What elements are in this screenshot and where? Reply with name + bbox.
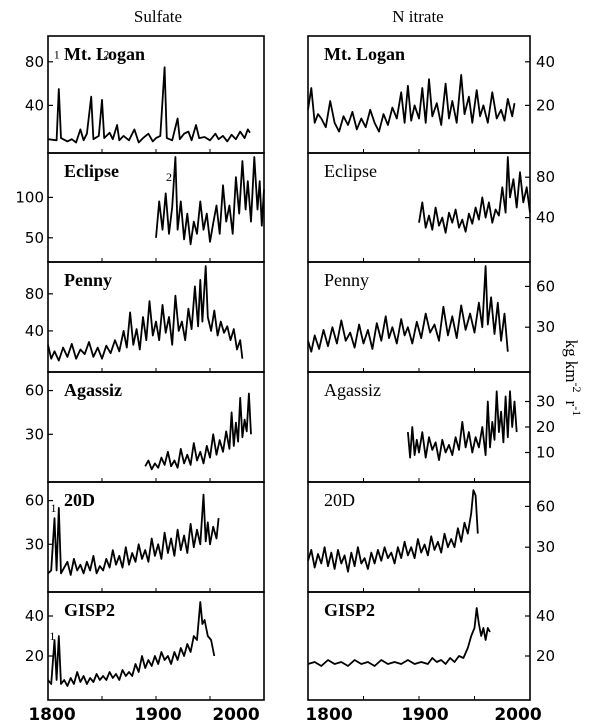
gisp2-nitrate-y-tick-label-20: 20 [536, 647, 555, 665]
eclipse-nitrate-y-tick-label-40: 40 [536, 209, 555, 227]
mt-logan-sulfate-series-line [47, 66, 251, 144]
agassiz-nitrate-y-tick-label-10: 10 [536, 444, 555, 462]
gisp2-sulfate-annotation-0: 1 [49, 629, 55, 643]
agassiz-sulfate-y-tick-label-30: 30 [25, 425, 44, 443]
sulfate-column-title: Sulfate [134, 7, 182, 26]
gisp2-sulfate-y-tick-label-20: 20 [25, 647, 44, 665]
gisp2-nitrate-y-tick-label-40: 40 [536, 607, 555, 625]
eclipse-sulfate-annotation-0: 2 [166, 170, 172, 184]
penny-sulfate-y-tick-label-40: 40 [25, 322, 44, 340]
20d-sulfate-annotation-0: 1 [50, 501, 56, 515]
agassiz-sulfate-series-line [144, 392, 252, 471]
y-axis-label-exponent: -2 [570, 383, 584, 393]
eclipse-sulfate-y-tick-label-100: 100 [15, 188, 44, 206]
20d-sulfate-y-tick-label-60: 60 [25, 492, 44, 510]
agassiz-sulfate-y-tick-label-60: 60 [25, 382, 44, 400]
y-axis-label-kg: kg [562, 340, 581, 358]
gisp2-sulfate-panel-label: GISP2 [64, 600, 115, 620]
penny-nitrate-y-tick-label-60: 60 [536, 277, 555, 295]
agassiz-nitrate-y-tick-label-30: 30 [536, 393, 555, 411]
agassiz-nitrate-series-line [407, 390, 518, 461]
mt-logan-sulfate-y-tick-label-80: 80 [25, 53, 44, 71]
mt-logan-nitrate-y-tick-label-40: 40 [536, 53, 555, 71]
mt-logan-nitrate-panel-label: Mt. Logan [324, 44, 405, 64]
x-tick-label-right-2000: 2000 [494, 705, 541, 725]
gisp2-sulfate-series-line [47, 601, 216, 687]
y-axis-label-r-exponent: -1 [570, 406, 584, 416]
penny-nitrate-y-tick-label-30: 30 [536, 318, 555, 336]
20d-nitrate-series-line [307, 489, 479, 573]
gisp2-nitrate-series-line [307, 607, 491, 667]
gisp2-nitrate-panel-label: GISP2 [324, 600, 375, 620]
agassiz-nitrate-y-tick-label-20: 20 [536, 418, 555, 436]
mt-logan-nitrate-series-line [307, 74, 516, 133]
eclipse-sulfate-series-line [155, 156, 265, 246]
20d-nitrate-y-tick-label-60: 60 [536, 497, 555, 515]
20d-sulfate-y-tick-label-30: 30 [25, 535, 44, 553]
agassiz-sulfate-panel-label: Agassiz [64, 380, 122, 400]
penny-nitrate-series-line [307, 265, 509, 353]
penny-nitrate-panel-label: Penny [324, 270, 369, 290]
mt-logan-sulfate-annotation-0: 1 [54, 48, 60, 62]
y-axis-label-r: r [562, 401, 581, 407]
20d-nitrate-y-tick-label-30: 30 [536, 538, 555, 556]
20d-sulfate-series-line [47, 493, 220, 576]
mt-logan-sulfate-y-tick-label-40: 40 [25, 96, 44, 114]
mt-logan-nitrate-y-tick-label-20: 20 [536, 96, 555, 114]
panel-grid: 40 80 Mt. Logan 1 2 20 40 Mt. Logan 50 100 Eclipse… [15, 35, 555, 701]
penny-sulfate-series-line [47, 265, 244, 362]
eclipse-nitrate-y-tick-label-80: 80 [536, 168, 555, 186]
mt-logan-sulfate-annotation-1: 2 [103, 48, 109, 62]
y-axis-label-km: km [562, 361, 581, 383]
penny-sulfate-y-tick-label-80: 80 [25, 285, 44, 303]
x-tick-label-left-1900: 1900 [134, 705, 181, 725]
y-axis-label: kg km-2 r-1 [562, 340, 584, 416]
nitrate-column-title: N itrate [392, 7, 443, 26]
agassiz-nitrate-panel-label: Agassiz [324, 380, 381, 400]
eclipse-nitrate-panel-label: Eclipse [324, 161, 377, 181]
penny-sulfate-panel-label: Penny [64, 270, 112, 290]
20d-sulfate-panel-label: 20D [64, 490, 95, 510]
mt-logan-sulfate-panel-label: Mt. Logan [64, 44, 145, 64]
20d-nitrate-panel-label: 20D [324, 490, 355, 510]
x-tick-label-right-1800: 1800 [305, 705, 352, 725]
eclipse-nitrate-series-line [418, 156, 531, 234]
gisp2-sulfate-y-tick-label-40: 40 [25, 607, 44, 625]
eclipse-sulfate-panel-label: Eclipse [64, 161, 119, 181]
x-tick-label-left-1800: 1800 [28, 705, 75, 725]
x-tick-label-right-1900: 1900 [401, 705, 448, 725]
x-tick-label-left-2000: 2000 [212, 705, 259, 725]
eclipse-sulfate-y-tick-label-50: 50 [25, 229, 44, 247]
